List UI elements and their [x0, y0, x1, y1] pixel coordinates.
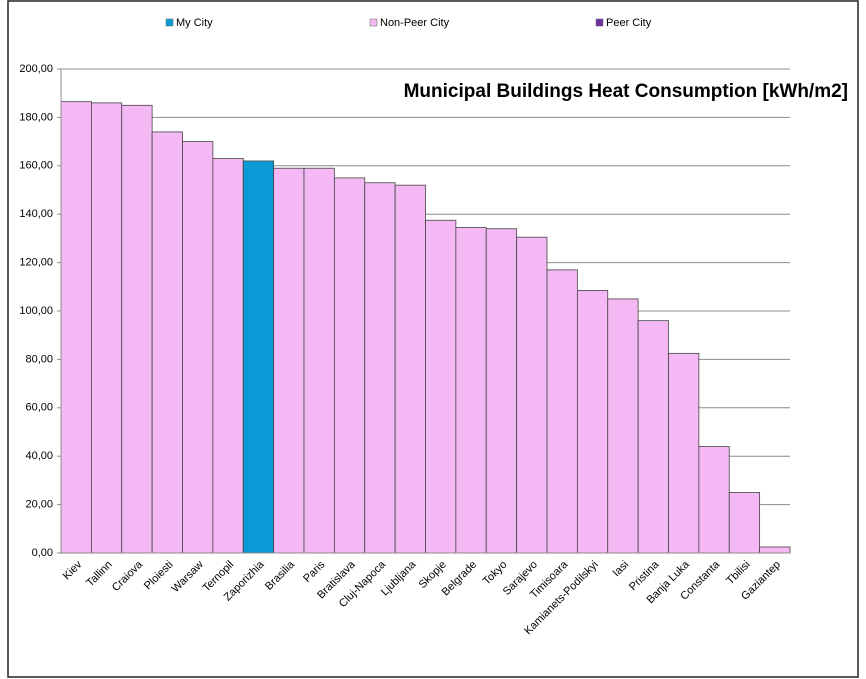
- legend-swatch: [369, 18, 378, 27]
- y-tick-label: 180,00: [19, 111, 53, 123]
- bar: [698, 446, 730, 554]
- bar: [212, 158, 244, 554]
- bar: [455, 227, 487, 554]
- y-tick-label: 20,00: [25, 499, 53, 511]
- bar: [668, 352, 700, 554]
- bar: [364, 182, 396, 554]
- bar: [333, 177, 366, 554]
- y-tick-label: 100,00: [19, 305, 53, 317]
- legend-label: Peer City: [606, 17, 652, 29]
- y-tick-label: 140,00: [19, 208, 53, 220]
- bar: [607, 298, 639, 554]
- bar: [151, 131, 183, 554]
- y-tick-label: 0,00: [32, 547, 53, 559]
- bar: [60, 101, 92, 554]
- bar: [273, 167, 305, 554]
- bar: [576, 290, 609, 554]
- bar: [516, 236, 548, 554]
- bar: [303, 167, 335, 554]
- y-tick-label: 80,00: [25, 353, 53, 365]
- bar: [728, 492, 761, 554]
- legend-label: Non-Peer City: [380, 17, 450, 29]
- legend-swatch: [165, 18, 174, 27]
- y-tick-label: 120,00: [19, 257, 53, 269]
- bar: [425, 219, 457, 554]
- y-tick-label: 200,00: [19, 63, 53, 75]
- chart-title: Municipal Buildings Heat Consumption [kW…: [404, 81, 848, 102]
- bar: [485, 228, 518, 554]
- bar: [637, 320, 669, 554]
- bar: [759, 546, 791, 554]
- bar: [394, 184, 426, 554]
- bar: [242, 160, 275, 554]
- bar: [546, 269, 578, 554]
- y-tick-label: 160,00: [19, 160, 53, 172]
- bar: [90, 102, 123, 554]
- bar: [121, 104, 153, 554]
- legend-swatch: [595, 18, 604, 27]
- legend-label: My City: [176, 17, 213, 29]
- y-tick-label: 40,00: [25, 450, 53, 462]
- bar: [182, 141, 214, 554]
- y-tick-label: 60,00: [25, 402, 53, 414]
